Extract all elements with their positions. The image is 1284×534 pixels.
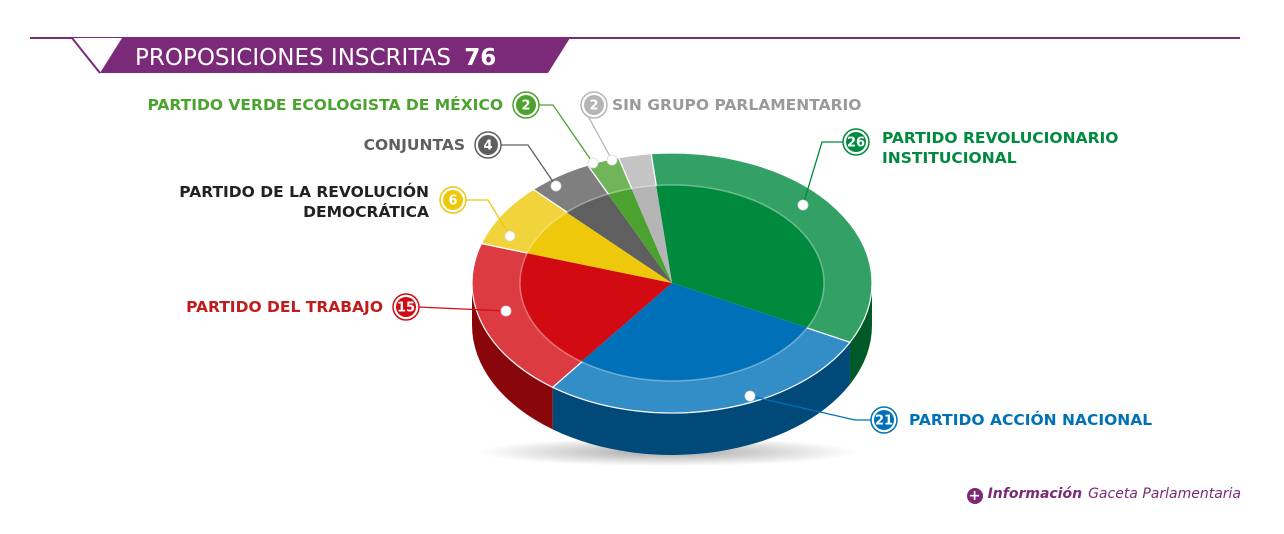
- callout-dot-partido-accion-nacional: [744, 390, 756, 402]
- chart-total: 76: [464, 45, 496, 71]
- source-name: Gaceta Parlamentaria: [1088, 486, 1241, 502]
- leader-line-partido-del-trabajo: [417, 306, 507, 312]
- leader-line-partido-revolucionario-institucional: [802, 141, 844, 206]
- slice-label-partido-de-la-revolucion-democratica: PARTIDO DE LA REVOLUCIÓN DEMOCRÁTICA: [179, 182, 429, 221]
- callout-dot-partido-de-la-revolucion-democratica: [504, 230, 516, 242]
- slice-label-conjuntas: CONJUNTAS: [364, 136, 465, 154]
- svg-text:PROPOSICIONES INSCRITAS: PROPOSICIONES INSCRITAS 76: [135, 45, 496, 71]
- chart-title: PROPOSICIONES INSCRITAS: [135, 45, 451, 71]
- value-badge-partido-verde-ecologista-de-mexico: [516, 95, 536, 115]
- value-label-partido-revolucionario-institucional: 26: [847, 136, 865, 151]
- callout-dot-conjuntas: [550, 180, 562, 192]
- pie-slice-inner-sin-grupo-parlamentario: [631, 185, 672, 283]
- slice-label-sin-grupo-parlamentario: SIN GRUPO PARLAMENTARIO: [612, 96, 861, 114]
- value-label-partido-verde-ecologista-de-mexico: 2: [521, 99, 530, 114]
- callout-partido-verde-ecologista-de-mexico: 2 PARTIDO VERDE ECOLOGISTA DE MÉXICO: [147, 91, 599, 169]
- value-label-partido-de-la-revolucion-democratica: 6: [448, 194, 457, 209]
- callout-partido-accion-nacional: 21 PARTIDO ACCIÓN NACIONAL: [744, 390, 1152, 434]
- callout-partido-del-trabajo: 15 PARTIDO DEL TRABAJO: [186, 293, 512, 321]
- value-badge-partido-del-trabajo: [396, 297, 416, 317]
- leader-line-partido-de-la-revolucion-democratica: [465, 199, 511, 237]
- pie-side-partido-accion-nacional: [552, 342, 850, 455]
- value-label-conjuntas: 4: [483, 139, 492, 154]
- leader-line-conjuntas: [500, 144, 557, 187]
- pie-slice-inner-partido-de-la-revolucion-democratica: [527, 212, 672, 283]
- pie-slice-inner-conjuntas: [566, 194, 672, 283]
- callout-partido-revolucionario-institucional: 26 PARTIDO REVOLUCIONARIO INSTITUCIONAL: [797, 128, 1118, 211]
- value-badge-sin-grupo-parlamentario: [584, 95, 604, 115]
- slice-label-partido-del-trabajo: PARTIDO DEL TRABAJO: [186, 298, 383, 316]
- value-label-partido-del-trabajo: 15: [397, 301, 415, 316]
- slice-label-partido-accion-nacional: PARTIDO ACCIÓN NACIONAL: [909, 410, 1152, 429]
- slice-label-partido-revolucionario-institucional: PARTIDO REVOLUCIONARIO INSTITUCIONAL: [882, 129, 1118, 167]
- pie-side-partido-del-trabajo: [472, 283, 553, 430]
- pie-slice-inner-partido-accion-nacional: [581, 283, 808, 381]
- slice-label-partido-verde-ecologista-de-mexico: PARTIDO VERDE ECOLOGISTA DE MÉXICO: [147, 95, 503, 114]
- leader-line-partido-verde-ecologista-de-mexico: [538, 104, 594, 164]
- value-badge-partido-de-la-revolucion-democratica: [443, 190, 463, 210]
- callout-dot-partido-verde-ecologista-de-mexico: [587, 157, 599, 169]
- source-note: + Información Gaceta Parlamentaria: [966, 486, 1241, 504]
- pie-side-partido-revolucionario-institucional: [849, 283, 872, 385]
- value-label-partido-accion-nacional: 21: [875, 414, 893, 429]
- value-badge-conjuntas: [478, 135, 498, 155]
- callout-conjuntas: 4 CONJUNTAS: [364, 131, 562, 192]
- callout-dot-partido-revolucionario-institucional: [797, 199, 809, 211]
- pie-slice-inner-partido-verde-ecologista-de-mexico: [607, 188, 672, 283]
- callout-dot-sin-grupo-parlamentario: [606, 154, 618, 166]
- source-label: Información: [987, 486, 1083, 502]
- title-banner: PROPOSICIONES INSCRITAS 76: [30, 37, 1240, 74]
- value-badge-partido-revolucionario-institucional: [846, 132, 866, 152]
- value-label-sin-grupo-parlamentario: 2: [589, 99, 598, 114]
- callout-partido-de-la-revolucion-democratica: 6 PARTIDO DE LA REVOLUCIÓN DEMOCRÁTICA: [179, 182, 516, 242]
- plus-icon: +: [966, 488, 983, 504]
- callout-dot-partido-del-trabajo: [500, 305, 512, 317]
- pie-slice-inner-partido-del-trabajo: [520, 253, 672, 362]
- leader-line-partido-accion-nacional: [749, 395, 872, 421]
- value-badge-partido-accion-nacional: [874, 410, 894, 430]
- callout-sin-grupo-parlamentario: 2 SIN GRUPO PARLAMENTARIO: [580, 91, 861, 166]
- pie-slice-inner-partido-revolucionario-institucional: [656, 185, 824, 328]
